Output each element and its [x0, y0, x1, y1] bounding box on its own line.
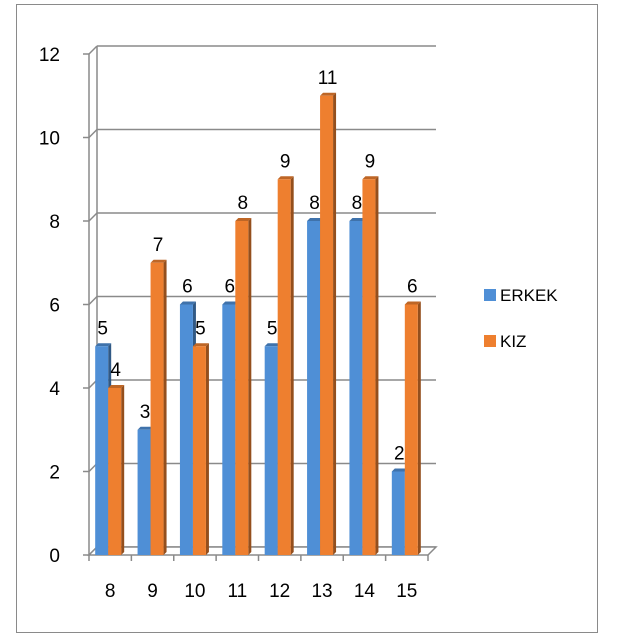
data-label: 2: [394, 444, 405, 465]
data-label: 8: [309, 193, 320, 214]
data-label: 6: [407, 277, 418, 298]
bar-kiz-9: [151, 260, 167, 555]
bar-front: [405, 305, 418, 556]
x-tick-label: 9: [147, 581, 158, 602]
bar-side: [291, 176, 294, 555]
bar-side: [248, 218, 251, 555]
x-tick-label: 11: [227, 581, 247, 602]
bar-front: [362, 179, 375, 555]
x-tick-label: 15: [396, 581, 417, 602]
x-axis-ticks: 8 9 10 11 12 13 14 15: [89, 555, 428, 602]
data-label: 6: [225, 277, 236, 298]
bar-front: [95, 346, 108, 555]
bar-front: [151, 263, 164, 555]
y-tick-label: 10: [39, 129, 60, 150]
x-tick-label: 10: [184, 581, 205, 602]
data-label: 7: [153, 235, 164, 256]
data-label: 5: [97, 318, 108, 339]
x-tick-label: 13: [311, 581, 332, 602]
legend: ERKEK KIZ: [484, 286, 558, 351]
data-label: 8: [238, 193, 249, 214]
bar-front: [320, 96, 333, 555]
bar-side: [164, 260, 167, 555]
data-label: 6: [182, 277, 193, 298]
bar-side: [121, 385, 124, 555]
data-label: 9: [280, 151, 291, 172]
bar-front: [307, 221, 320, 555]
legend-swatch: [484, 335, 496, 347]
bar-front: [265, 346, 278, 555]
y-tick-label: 6: [49, 296, 60, 317]
y-tick-label: 2: [49, 463, 60, 484]
gridline-side: [89, 297, 97, 305]
y-axis-ticks: 0 2 4 6 8 10 12: [39, 45, 89, 567]
y-tick-label: 0: [49, 546, 60, 567]
data-label: 3: [140, 402, 151, 423]
bar-side: [418, 302, 421, 556]
legend-label: ERKEK: [500, 286, 558, 305]
gridline-side: [89, 130, 97, 138]
x-tick-label: 12: [269, 581, 290, 602]
data-label: 5: [267, 318, 278, 339]
bar-side: [333, 93, 336, 555]
bar-kiz-13: [320, 93, 336, 555]
bar-front: [193, 346, 206, 555]
bar-front: [392, 472, 405, 556]
bar-side: [375, 176, 378, 555]
bar-front: [108, 388, 121, 555]
bar-kiz-8: [108, 385, 124, 555]
bar-kiz-14: [362, 176, 378, 555]
bar-kiz-12: [278, 176, 294, 555]
data-label: 11: [318, 68, 338, 89]
bar-side: [206, 343, 209, 555]
bar-front: [235, 221, 248, 555]
bar-front: [222, 305, 235, 556]
gridline-side: [89, 213, 97, 221]
bar-kiz-11: [235, 218, 251, 555]
bar-front: [278, 179, 291, 555]
bar-front: [180, 305, 193, 556]
data-label: 4: [110, 360, 121, 381]
legend-item-erkek: ERKEK: [484, 286, 558, 305]
bar-front: [349, 221, 362, 555]
y-tick-label: 8: [49, 212, 60, 233]
legend-item-kiz: KIZ: [484, 332, 526, 351]
x-tick-label: 14: [354, 581, 376, 602]
data-label: 9: [365, 151, 376, 172]
bar-front: [138, 430, 151, 555]
legend-swatch: [484, 289, 496, 301]
legend-label: KIZ: [500, 332, 526, 351]
data-label: 8: [352, 193, 363, 214]
y-tick-label: 12: [39, 45, 60, 66]
bar-kiz-10: [193, 343, 209, 555]
x-tick-label: 8: [105, 581, 116, 602]
gridline-side: [89, 46, 97, 54]
bar-kiz-15: [405, 302, 421, 556]
data-label: 5: [195, 318, 206, 339]
y-tick-label: 4: [49, 379, 60, 400]
